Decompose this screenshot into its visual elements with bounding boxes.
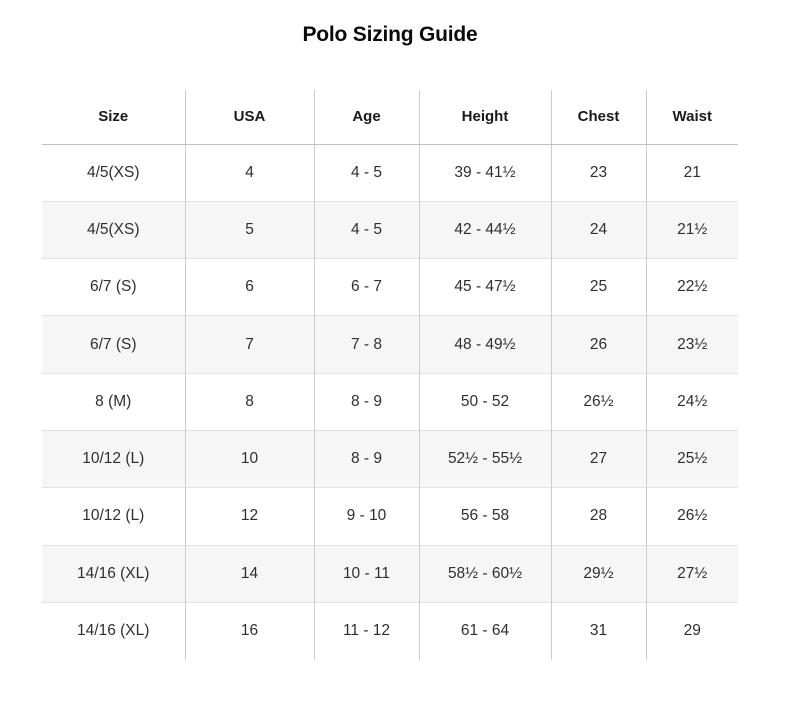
cell-waist: 26½ [645, 487, 738, 546]
cell-waist: 23½ [645, 315, 738, 374]
column-header-age: Age [313, 90, 419, 145]
cell-height: 45 - 47½ [418, 258, 551, 316]
cell-usa: 7 [184, 315, 314, 374]
cell-chest: 27 [550, 429, 646, 488]
table-row: 14/16 (XL) 14 10 - 11 58½ - 60½ 29½ 27½ [42, 544, 738, 603]
cell-chest: 26½ [550, 372, 646, 431]
cell-waist: 27½ [645, 544, 738, 603]
cell-usa: 12 [184, 487, 314, 546]
cell-usa: 14 [184, 544, 314, 603]
table-header: Size USA Age Height Chest Waist [42, 90, 738, 145]
cell-height: 56 - 58 [418, 487, 551, 546]
cell-usa: 5 [184, 200, 314, 259]
cell-waist: 25½ [645, 429, 738, 488]
cell-waist: 21 [645, 144, 738, 202]
cell-chest: 23 [550, 144, 646, 202]
sizing-table: Size USA Age Height Chest Waist 4/5(XS) 4 4 - 5… [42, 90, 738, 660]
table-row: 6/7 (S) 6 6 - 7 45 - 47½ 25 22½ [42, 258, 738, 316]
cell-age: 10 - 11 [313, 544, 419, 603]
cell-chest: 28 [550, 487, 646, 546]
table-row: 8 (M) 8 8 - 9 50 - 52 26½ 24½ [42, 372, 738, 431]
cell-age: 8 - 9 [313, 372, 419, 431]
cell-waist: 24½ [645, 372, 738, 431]
cell-height: 52½ - 55½ [418, 429, 551, 488]
cell-size: 10/12 (L) [42, 429, 185, 488]
cell-age: 7 - 8 [313, 315, 419, 374]
cell-height: 39 - 41½ [418, 144, 551, 202]
cell-size: 8 (M) [42, 372, 185, 431]
cell-chest: 29½ [550, 544, 646, 603]
column-header-height: Height [418, 90, 551, 145]
table-row: 6/7 (S) 7 7 - 8 48 - 49½ 26 23½ [42, 315, 738, 374]
cell-size: 6/7 (S) [42, 258, 185, 316]
cell-height: 42 - 44½ [418, 200, 551, 259]
cell-waist: 21½ [645, 200, 738, 259]
cell-usa: 10 [184, 429, 314, 488]
cell-usa: 4 [184, 144, 314, 202]
cell-age: 4 - 5 [313, 144, 419, 202]
cell-waist: 29 [645, 601, 738, 660]
table-row: 10/12 (L) 10 8 - 9 52½ - 55½ 27 25½ [42, 429, 738, 488]
cell-chest: 31 [550, 601, 646, 660]
header-row: Size USA Age Height Chest Waist [42, 90, 738, 145]
cell-height: 50 - 52 [418, 372, 551, 431]
cell-size: 6/7 (S) [42, 315, 185, 374]
cell-height: 58½ - 60½ [418, 544, 551, 603]
cell-chest: 24 [550, 200, 646, 259]
cell-chest: 26 [550, 315, 646, 374]
column-header-chest: Chest [550, 90, 646, 145]
table-row: 4/5(XS) 5 4 - 5 42 - 44½ 24 21½ [42, 200, 738, 259]
table-row: 10/12 (L) 12 9 - 10 56 - 58 28 26½ [42, 487, 738, 546]
cell-age: 4 - 5 [313, 200, 419, 259]
column-header-usa: USA [184, 90, 314, 145]
cell-height: 61 - 64 [418, 601, 551, 660]
cell-age: 6 - 7 [313, 258, 419, 316]
cell-chest: 25 [550, 258, 646, 316]
page-title: Polo Sizing Guide [302, 23, 478, 46]
cell-size: 4/5(XS) [42, 200, 185, 259]
cell-age: 8 - 9 [313, 429, 419, 488]
column-header-size: Size [42, 90, 185, 145]
cell-size: 14/16 (XL) [42, 544, 185, 603]
cell-usa: 8 [184, 372, 314, 431]
cell-size: 4/5(XS) [86, 163, 140, 181]
cell-age: 11 - 12 [313, 601, 419, 660]
table-row: 4/5(XS) 4 4 - 5 39 - 41½ 23 21 [42, 144, 738, 202]
cell-usa: 16 [184, 601, 314, 660]
cell-size: 14/16 (XL) [42, 601, 185, 660]
cell-height: 48 - 49½ [418, 315, 551, 374]
column-header-waist: Waist [645, 90, 738, 145]
cell-age: 9 - 10 [313, 487, 419, 546]
table-body: 4/5(XS) 4 4 - 5 39 - 41½ 23 21 4/5(XS) 5 4 - 5 42… [42, 144, 738, 660]
cell-waist: 22½ [645, 258, 738, 316]
cell-size: 10/12 (L) [42, 487, 185, 546]
table-row: 14/16 (XL) 16 11 - 12 61 - 64 31 29 [42, 601, 738, 660]
cell-usa: 6 [184, 258, 314, 316]
